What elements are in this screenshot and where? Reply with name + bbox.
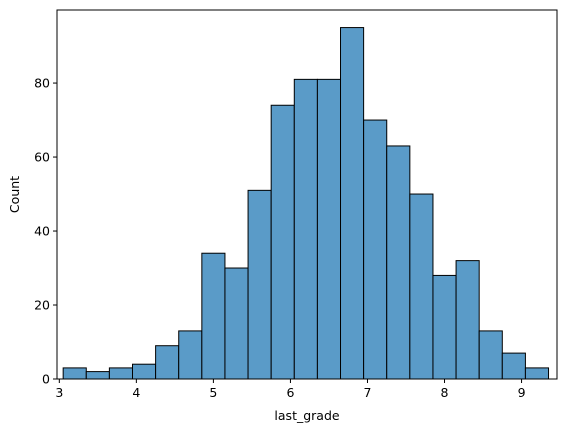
histogram-bar <box>201 252 226 380</box>
x-tick-label: 3 <box>55 385 63 400</box>
y-tick-label: 20 <box>34 298 50 313</box>
histogram-bar <box>524 367 550 380</box>
histogram-bar <box>62 367 87 380</box>
y-tick-label: 0 <box>42 372 50 387</box>
histogram-bar <box>478 330 503 380</box>
x-tick-label: 4 <box>132 385 140 400</box>
histogram-bar <box>316 78 342 380</box>
histogram-bar <box>409 193 434 380</box>
histogram-bar <box>432 274 457 380</box>
y-axis-label: Count <box>7 176 22 213</box>
y-tick-label: 60 <box>34 150 50 165</box>
y-tick-label: 80 <box>34 76 50 91</box>
histogram-bar <box>155 345 180 380</box>
y-ticks-group: 0 20 40 60 80 <box>34 76 57 387</box>
histogram-bar <box>293 78 318 380</box>
x-tick-label: 6 <box>286 385 294 400</box>
x-axis-label: last_grade <box>274 408 339 423</box>
histogram-bar <box>178 330 203 380</box>
x-tick-label: 9 <box>518 385 526 400</box>
histogram-bar <box>363 119 388 380</box>
x-tick-label: 7 <box>364 385 372 400</box>
x-tick-label: 5 <box>209 385 217 400</box>
histogram-bar <box>386 145 411 380</box>
histogram-bar <box>270 104 295 380</box>
axes-frame <box>56 9 558 380</box>
histogram-bar <box>132 363 157 380</box>
histogram-bar <box>247 189 272 380</box>
histogram-bar <box>85 371 110 380</box>
bars-group <box>62 27 550 380</box>
y-tick-label: 40 <box>34 224 50 239</box>
x-tick-label: 8 <box>441 385 449 400</box>
histogram-bar <box>455 260 480 380</box>
x-ticks-group: 3 4 5 6 7 8 9 <box>55 379 526 400</box>
histogram-bar <box>340 27 365 380</box>
histogram-bar <box>501 352 526 380</box>
histogram-bar <box>108 367 134 380</box>
histogram-bar <box>224 267 249 380</box>
